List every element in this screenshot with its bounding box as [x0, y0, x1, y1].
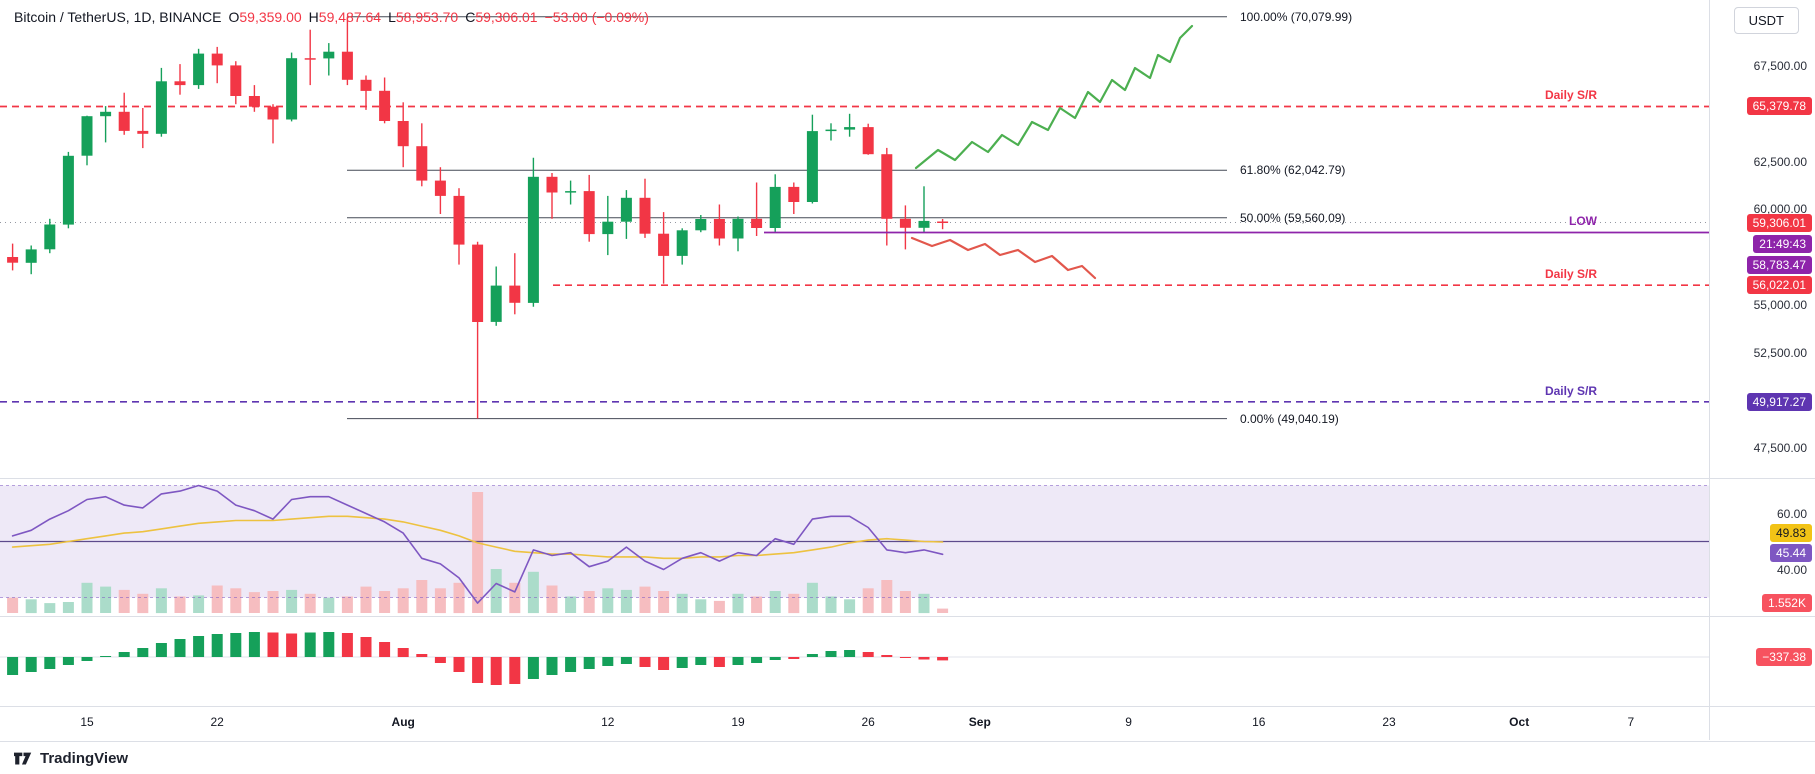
price-tick: 67,500.00: [1753, 59, 1807, 73]
volume-badge: 1.552K: [1761, 594, 1812, 612]
countdown-badge: 21:49:43: [1753, 234, 1812, 253]
osc-value-badge: −337.38: [1756, 648, 1812, 666]
price-tick: 52,500.00: [1753, 345, 1807, 360]
sr-price-badge: 65,379.78: [1746, 97, 1812, 116]
symbol-title[interactable]: Bitcoin / TetherUS, 1D, BINANCE: [14, 9, 222, 25]
time-axis-label: Aug: [391, 715, 415, 729]
low-price-badge: 58,783.47: [1746, 255, 1812, 274]
price-tick: 62,500.00: [1753, 154, 1807, 169]
tradingview-logo-icon: [14, 752, 32, 764]
change-value: −53.00 (−0.09%): [544, 9, 649, 25]
price-tick: 47,500.00: [1753, 441, 1807, 455]
rsi-tick: 40.00: [1776, 562, 1807, 577]
time-axis-label: 26: [861, 715, 875, 729]
ohlc-open: O 59,359.00: [228, 9, 302, 25]
time-axis[interactable]: 15 22 Aug 12 19 26 Sep 9 16 23 Oct 7: [0, 706, 1815, 742]
rsi-tick: 60.00: [1776, 506, 1807, 521]
price-tick: 60,000.00: [1753, 202, 1807, 217]
price-tick: 55,000.00: [1753, 297, 1807, 312]
time-axis-label: 12: [601, 715, 615, 729]
rsi-value-badge: 45.44: [1769, 544, 1812, 562]
chart-canvas[interactable]: [0, 0, 1815, 706]
time-axis-label: Oct: [1509, 715, 1530, 729]
time-axis-label: 19: [731, 715, 745, 729]
ohlc-high: H 59,487.64: [308, 9, 382, 25]
time-axis-label: 22: [210, 715, 224, 729]
last-price-badge: 59,306.01: [1746, 213, 1812, 232]
symbol-legend: Bitcoin / TetherUS, 1D, BINANCE O 59,359.…: [14, 9, 649, 25]
tradingview-logo-text: TradingView: [40, 749, 129, 767]
sr-price-badge: 49,917.27: [1746, 392, 1812, 411]
ohlc-close: C 59,306.01: [465, 9, 538, 25]
time-axis-label: 16: [1252, 715, 1266, 729]
price-axis[interactable]: 67,500.00 62,500.00 60,000.00 55,000.00 52,5…: [1709, 0, 1815, 740]
time-axis-label: 15: [80, 715, 94, 729]
tradingview-logo[interactable]: TradingView: [14, 746, 128, 770]
ohlc-low: L 58,953.70: [388, 9, 459, 25]
time-axis-label: 7: [1627, 715, 1635, 729]
rsi-ma-badge: 49.83: [1769, 524, 1812, 542]
time-axis-label: 9: [1125, 715, 1132, 729]
sr-price-badge: 56,022.01: [1746, 276, 1812, 295]
time-axis-label: Sep: [968, 715, 991, 729]
currency-toggle-button[interactable]: USDT: [1733, 7, 1799, 34]
time-axis-label: 23: [1382, 715, 1396, 729]
